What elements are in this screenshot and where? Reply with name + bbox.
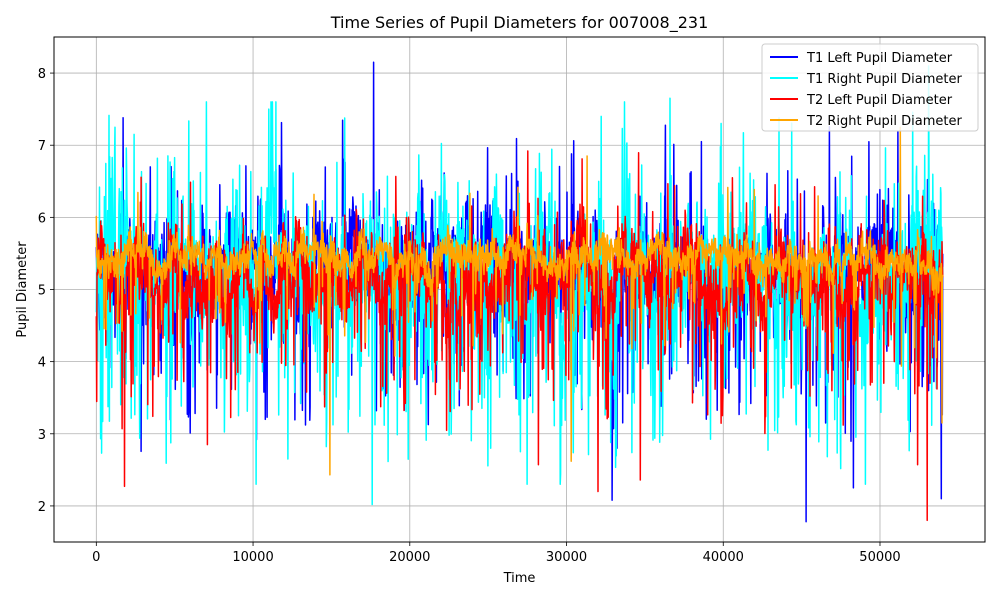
chart-title: Time Series of Pupil Diameters for 00700… <box>330 13 709 33</box>
x-tick-label: 0 <box>92 550 100 565</box>
legend: T1 Left Pupil Diameter T1 Right Pupil Dia… <box>761 43 979 132</box>
legend-label: T1 Left Pupil Diameter <box>806 51 953 66</box>
y-axis-label: Pupil Diameter <box>15 241 30 338</box>
plot-lines <box>95 61 944 523</box>
series-line-4 <box>95 126 944 476</box>
x-tick-label: 50000 <box>859 550 900 565</box>
y-tick-label: 3 <box>38 428 46 443</box>
x-tick-label: 10000 <box>232 550 273 565</box>
y-tick-label: 2 <box>38 500 46 515</box>
y-tick-label: 8 <box>38 67 46 82</box>
legend-label: T1 Right Pupil Diameter <box>806 72 963 87</box>
legend-label: T2 Right Pupil Diameter <box>806 114 963 129</box>
x-tick-label: 40000 <box>703 550 744 565</box>
y-tick-label: 4 <box>38 356 46 371</box>
axis-ticks: 0 10000 20000 30000 40000 50000 2 3 4 5 6 7 8 <box>38 67 901 565</box>
legend-box <box>761 43 979 132</box>
legend-label: T2 Left Pupil Diameter <box>806 93 953 108</box>
y-tick-label: 5 <box>38 284 46 299</box>
x-tick-label: 20000 <box>389 550 430 565</box>
x-axis-label: Time <box>503 571 536 586</box>
y-tick-label: 7 <box>38 139 46 154</box>
y-tick-label: 6 <box>38 211 46 226</box>
series-line-3 <box>95 150 944 522</box>
x-tick-label: 30000 <box>546 550 587 565</box>
